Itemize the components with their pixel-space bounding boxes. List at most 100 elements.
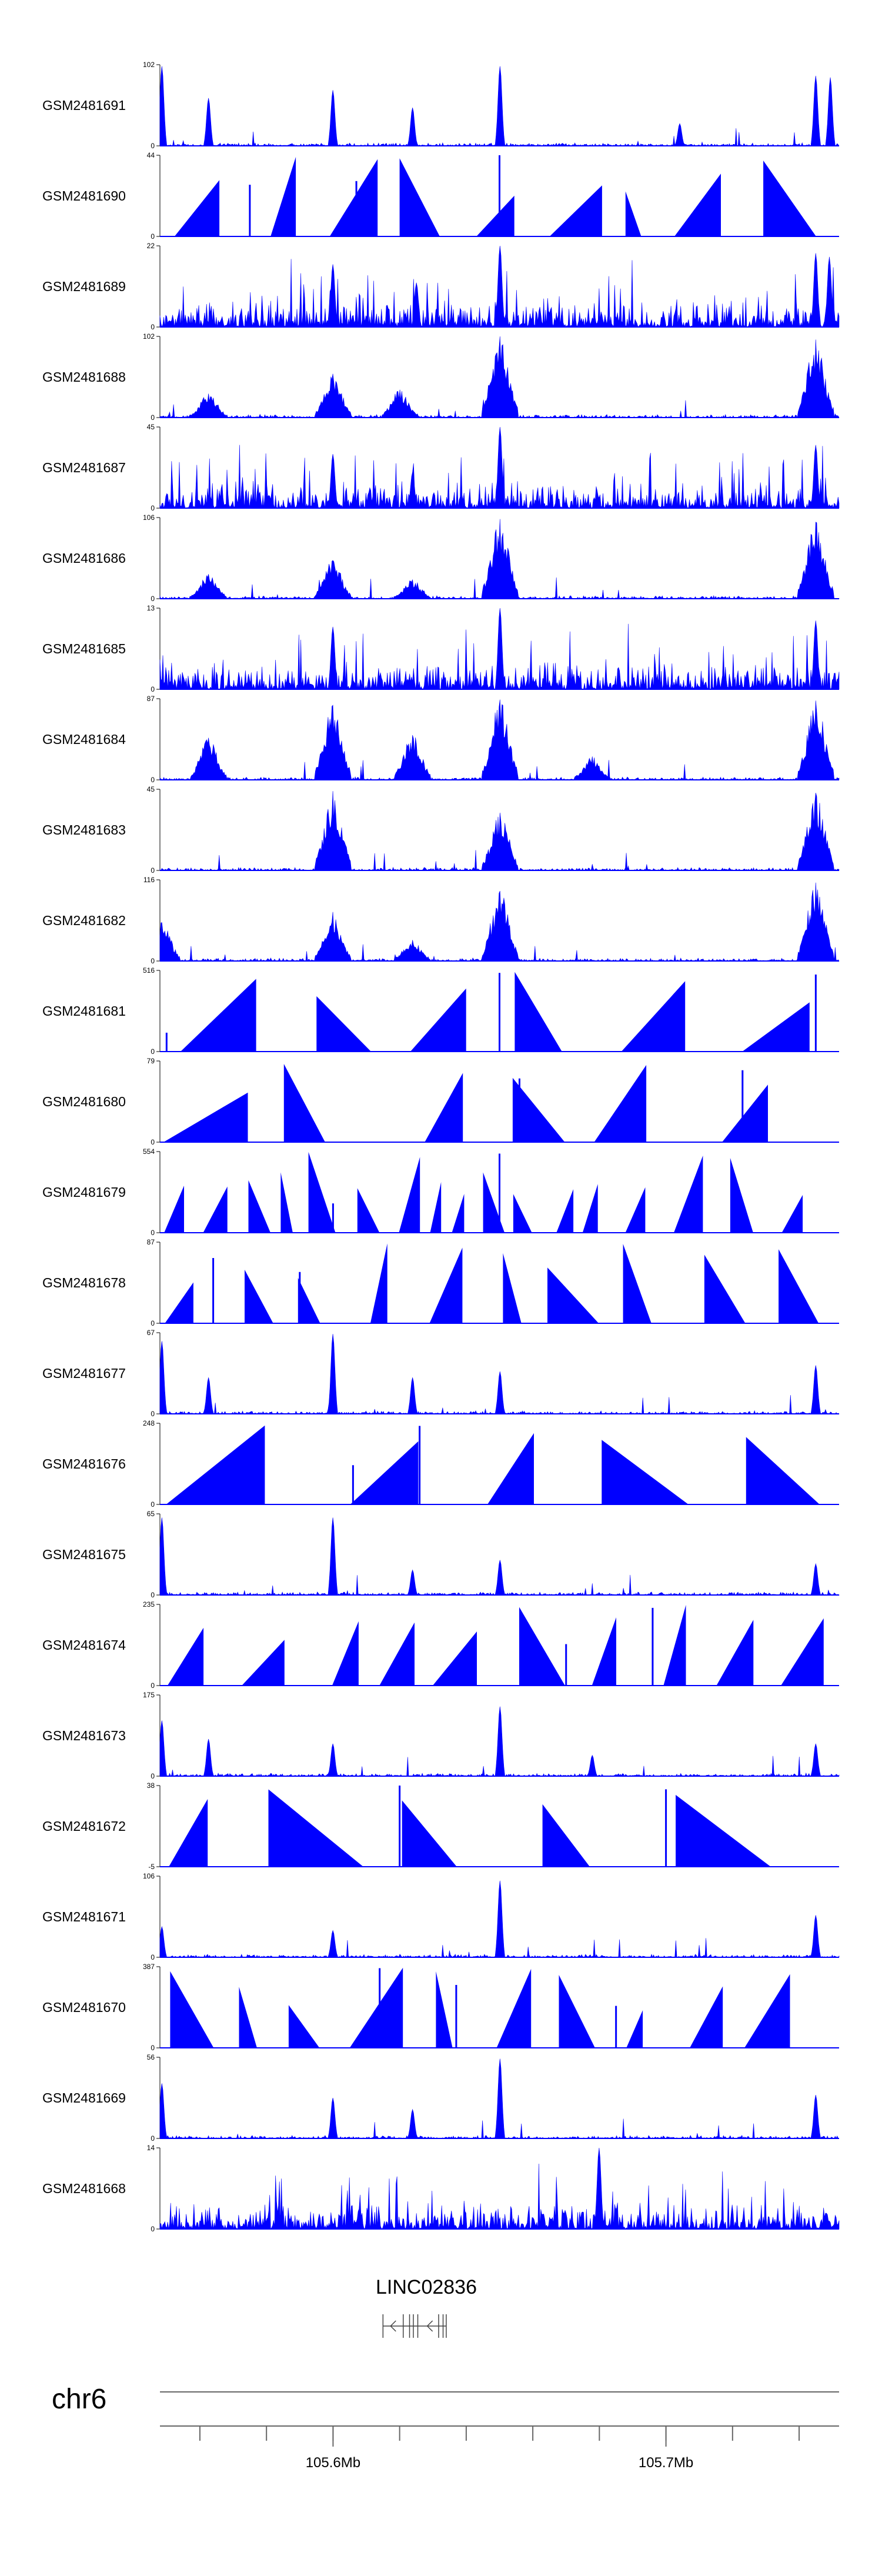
signal-area [159, 1706, 840, 1777]
y-min-label: 0 [151, 323, 155, 331]
track-label: GSM2481670 [42, 2000, 126, 2015]
y-max-label: 175 [143, 1691, 155, 1699]
track-GSM2481674: GSM2481674 235 0 [42, 1600, 839, 1690]
y-max-label: 65 [147, 1510, 155, 1518]
y-max-label: 56 [147, 2053, 155, 2061]
y-max-label: 38 [147, 1781, 155, 1790]
track-GSM2481671: GSM2481671 106 0 [42, 1872, 840, 1961]
gene-annotation: LINC02836 [376, 2276, 477, 2338]
y-max-label: 387 [143, 1963, 155, 1971]
y-max-label: 45 [147, 785, 155, 793]
track-label: GSM2481690 [42, 188, 126, 203]
y-min-label: 0 [151, 1500, 155, 1509]
y-min-label: 0 [151, 685, 155, 693]
track-GSM2481687: GSM2481687 45 0 [42, 423, 840, 512]
y-max-label: 102 [143, 61, 155, 69]
track-label: GSM2481669 [42, 2090, 126, 2105]
track-label: GSM2481673 [42, 1728, 126, 1743]
track-label: GSM2481686 [42, 550, 126, 566]
track-label: GSM2481689 [42, 279, 126, 294]
strand-arrow-icon [426, 2320, 433, 2332]
y-min-label: 0 [151, 142, 155, 150]
track-GSM2481670: GSM2481670 387 0 [42, 1963, 839, 2052]
track-label: GSM2481676 [42, 1456, 126, 1471]
signal-area [159, 519, 840, 599]
y-max-label: 22 [147, 242, 155, 250]
y-max-label: 45 [147, 423, 155, 431]
y-max-label: 44 [147, 151, 155, 159]
track-label: GSM2481682 [42, 913, 126, 928]
track-GSM2481683: GSM2481683 45 0 [42, 785, 840, 875]
y-min-label: 0 [151, 232, 155, 241]
track-GSM2481668: GSM2481668 14 0 [42, 2144, 840, 2233]
track-GSM2481688: GSM2481688 102 0 [42, 332, 840, 422]
signal-area [174, 156, 816, 236]
track-label: GSM2481681 [42, 1003, 126, 1019]
y-min-label: 0 [151, 1772, 155, 1780]
chromosome-label: chr6 [52, 2384, 106, 2415]
y-min-label: 0 [151, 413, 155, 422]
track-label: GSM2481674 [42, 1637, 126, 1653]
y-max-label: 102 [143, 332, 155, 341]
track-label: GSM2481687 [42, 460, 126, 475]
y-max-label: 554 [143, 1147, 155, 1156]
track-label: GSM2481675 [42, 1547, 126, 1562]
track-label: GSM2481671 [42, 1909, 126, 1924]
y-max-label: 67 [147, 1329, 155, 1337]
y-max-label: 106 [143, 513, 155, 522]
track-GSM2481690: GSM2481690 44 0 [42, 151, 839, 241]
track-GSM2481682: GSM2481682 116 0 [42, 876, 840, 965]
y-min-label: 0 [151, 504, 155, 512]
signal-area [159, 1880, 840, 1958]
track-GSM2481673: GSM2481673 175 0 [42, 1691, 840, 1780]
axis-tick-label: 105.7Mb [639, 2455, 693, 2471]
y-max-label: 79 [147, 1057, 155, 1065]
y-max-label: 516 [143, 966, 155, 975]
y-min-label: 0 [151, 2225, 155, 2233]
signal-area [167, 1604, 824, 1686]
coverage-tracks: GSM24816911020GSM2481690440GSM2481689220… [42, 61, 840, 2233]
signal-area [159, 66, 840, 146]
axis-tick-label: 105.6Mb [306, 2455, 360, 2471]
track-label: GSM2481672 [42, 1818, 126, 1834]
signal-area [159, 699, 840, 780]
signal-area [159, 245, 840, 328]
y-min-label: 0 [151, 1138, 155, 1146]
signal-area [166, 1425, 820, 1504]
track-GSM2481679: GSM2481679 554 0 [42, 1147, 839, 1237]
y-min-label: 0 [151, 595, 155, 603]
track-label: GSM2481677 [42, 1366, 126, 1381]
y-min-label: 0 [151, 957, 155, 965]
y-max-label: 87 [147, 695, 155, 703]
signal-area [181, 972, 810, 1052]
track-GSM2481677: GSM2481677 67 0 [42, 1329, 840, 1418]
y-max-label: 87 [147, 1238, 155, 1246]
y-max-label: 14 [147, 2144, 155, 2152]
signal-area [159, 1334, 840, 1414]
signal-area [163, 1064, 769, 1142]
signal-area [159, 336, 840, 419]
y-max-label: 248 [143, 1419, 155, 1427]
gene-name-label: LINC02836 [376, 2276, 477, 2298]
y-min-label: 0 [151, 2044, 155, 2052]
signal-area [159, 2058, 840, 2139]
y-max-label: 13 [147, 604, 155, 612]
strand-arrow-icon [390, 2320, 396, 2332]
signal-area [170, 1967, 790, 2048]
track-label: GSM2481685 [42, 641, 126, 656]
y-min-label: 0 [151, 1681, 155, 1690]
track-GSM2481681: GSM2481681 516 0 [42, 966, 839, 1056]
y-max-label: 235 [143, 1600, 155, 1609]
track-GSM2481689: GSM2481689 22 0 [42, 242, 840, 331]
track-GSM2481675: GSM2481675 65 0 [42, 1510, 840, 1599]
track-GSM2481686: GSM2481686 106 0 [42, 513, 840, 603]
gene-model-glyph [382, 2314, 447, 2338]
track-label: GSM2481668 [42, 2181, 126, 2196]
y-min-label: 0 [151, 1410, 155, 1418]
track-label: GSM2481684 [42, 732, 126, 747]
y-min-label: 0 [151, 1229, 155, 1237]
y-min-label: 0 [151, 776, 155, 784]
signal-area [159, 791, 840, 871]
y-min-label: 0 [151, 866, 155, 875]
y-min-label: -5 [148, 1863, 155, 1871]
